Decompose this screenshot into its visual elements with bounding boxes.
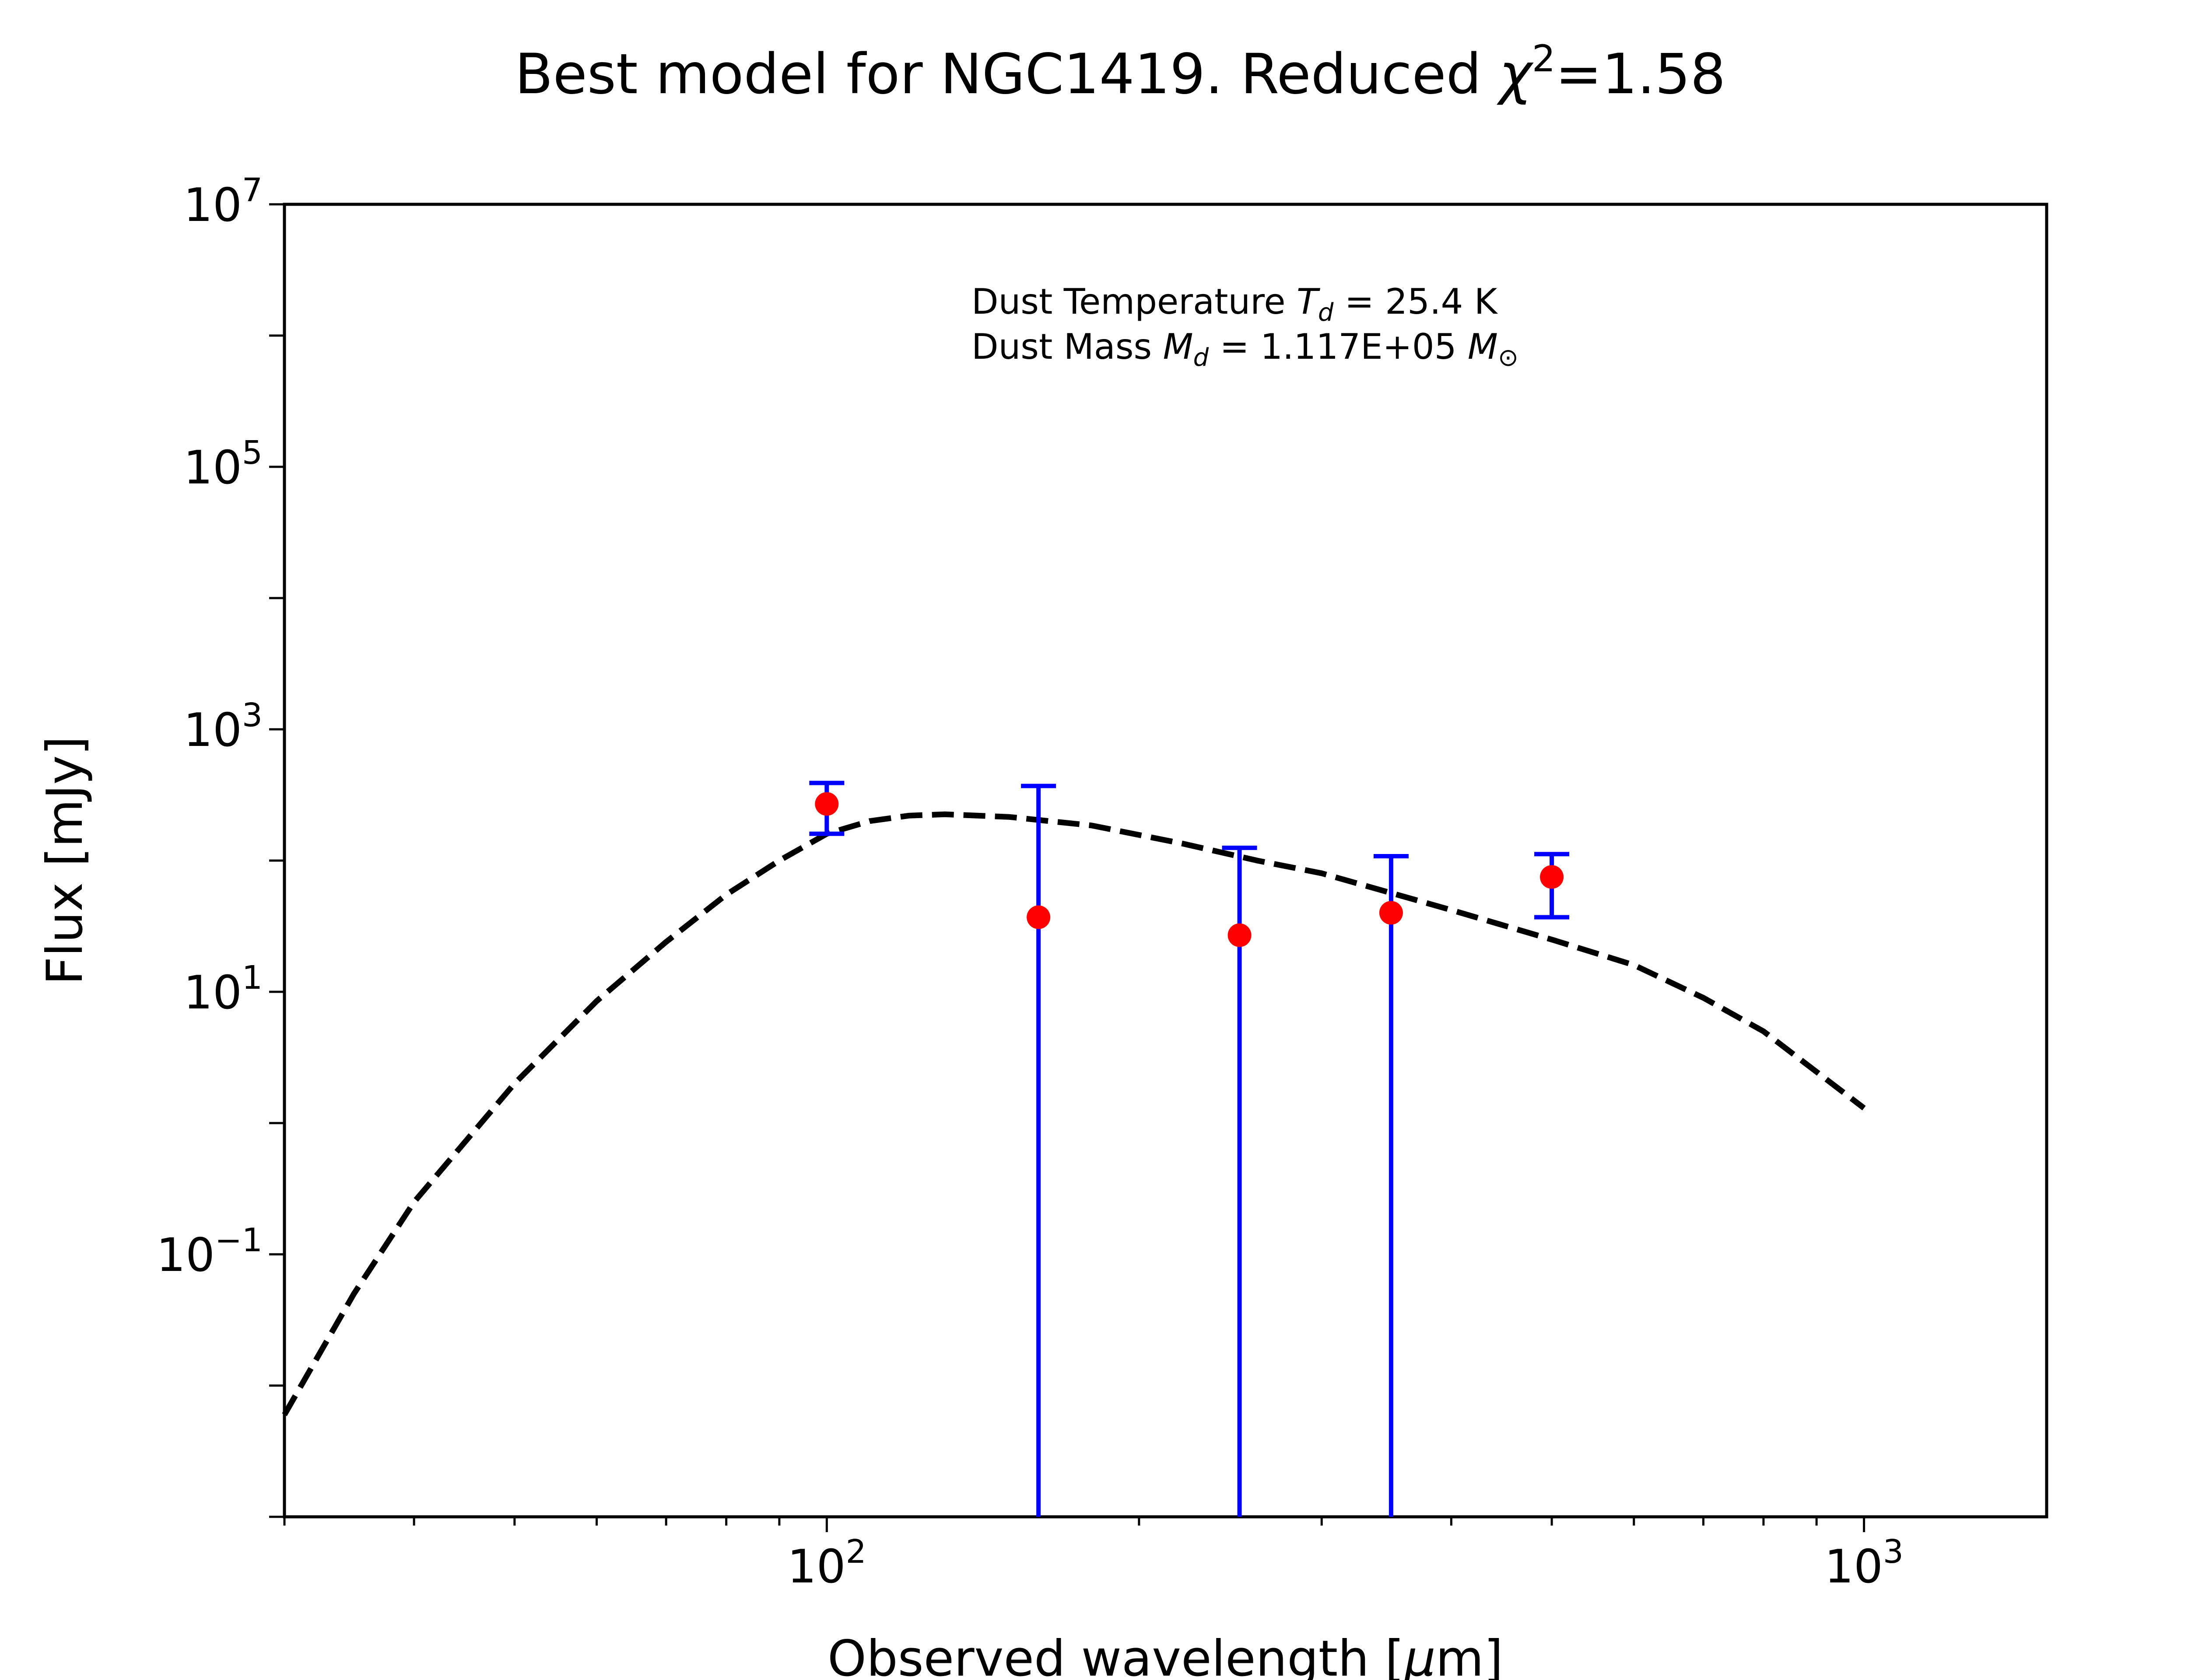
xlabel-prefix: Observed wavelength [ [828,1630,1404,1680]
mass-unit-symbol: M [1468,326,1498,367]
data-point-layer [815,792,1564,947]
temperature-symbol: T [1297,281,1321,322]
title-suffix: =1.58 [1555,42,1725,106]
model-sed-curve [282,811,1866,1416]
dust-temperature-annotation: Dust Temperature Td = 25.4 K [971,281,1498,327]
xlabel-mu: μ [1403,1630,1436,1680]
x-tick-label: 103 [1824,1533,1904,1593]
temperature-prefix: Dust Temperature [971,281,1297,322]
y-axis-label: Flux [mJy] [36,736,94,985]
title-chi-symbol: χ [1497,42,1534,106]
y-tick-label: 107 [183,172,263,232]
temperature-subscript: d [1318,298,1334,327]
data-point [1379,901,1403,925]
mass-prefix: Dust Mass [971,326,1163,367]
data-point [1027,905,1051,929]
data-point [1227,923,1252,947]
title-superscript: 2 [1532,37,1555,80]
x-axis-label: Observed wavelength [μm] [828,1630,1503,1680]
y-tick-label: 101 [183,959,263,1019]
y-tick-label: 103 [183,696,263,757]
mass-unit-subscript: ⊙ [1498,343,1518,372]
y-tick-label: 10−1 [156,1222,263,1282]
data-point [815,792,839,816]
plot-frame [283,203,2048,1519]
mass-value: = 1.117E+05 [1209,326,1468,367]
title-prefix: Best model for NGC1419. Reduced [515,42,1499,106]
model-curve-layer [282,811,1866,1416]
y-tick-label: 105 [183,434,263,494]
chart-title: Best model for NGC1419. Reduced χ2=1.58 [515,37,1726,106]
data-point [1540,865,1564,889]
temperature-value: = 25.4 K [1333,281,1498,322]
mass-symbol: M [1163,326,1193,367]
dust-mass-annotation: Dust Mass Md = 1.117E+05 M⊙ [971,326,1518,372]
mass-subscript: d [1193,343,1209,372]
xlabel-suffix: m] [1436,1630,1503,1680]
axis-ticks: 102 103 10−1 101 103 105 107 [156,172,1904,1593]
x-tick-label: 102 [787,1533,866,1593]
